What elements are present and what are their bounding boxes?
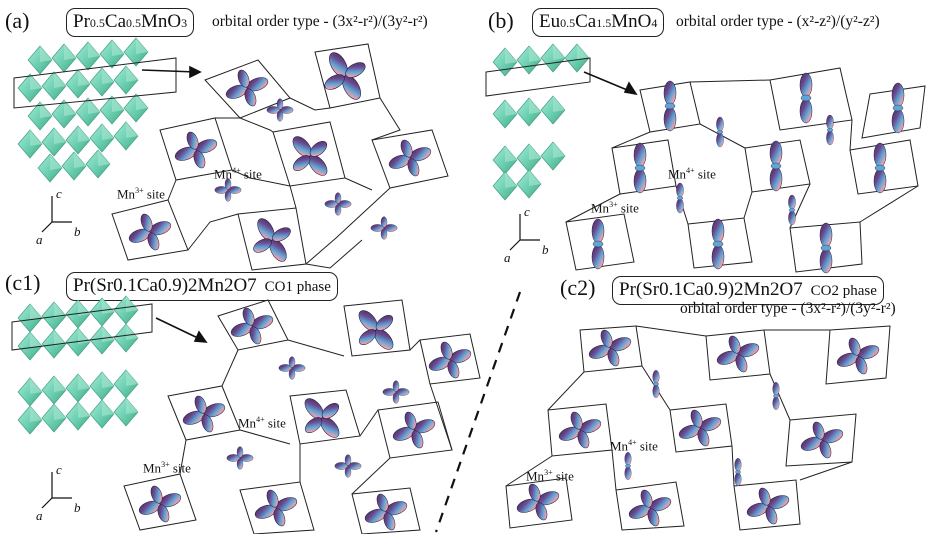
axis-b: b xyxy=(542,242,549,257)
axis-letters: c b a c b a c b a xyxy=(36,186,549,523)
orbitals-a xyxy=(123,42,437,272)
axes-b xyxy=(510,214,540,250)
lattice-b xyxy=(566,68,925,272)
axes-a xyxy=(42,196,72,232)
axis-a: a xyxy=(36,232,43,247)
axis-b: b xyxy=(74,500,81,515)
axis-c: c xyxy=(524,204,530,219)
axis-c: c xyxy=(56,186,62,201)
octahedra-cluster-b xyxy=(486,44,590,200)
axis-b: b xyxy=(74,224,81,239)
axis-a: a xyxy=(504,250,511,265)
axis-a: a xyxy=(36,508,43,523)
axis-c: c xyxy=(56,462,62,477)
axes-c1 xyxy=(42,472,72,508)
orbitals-c2 xyxy=(511,323,885,534)
octahedra-cluster-a xyxy=(14,38,176,182)
octahedra-cluster-c1 xyxy=(12,296,152,434)
orbitals-b xyxy=(592,73,904,273)
